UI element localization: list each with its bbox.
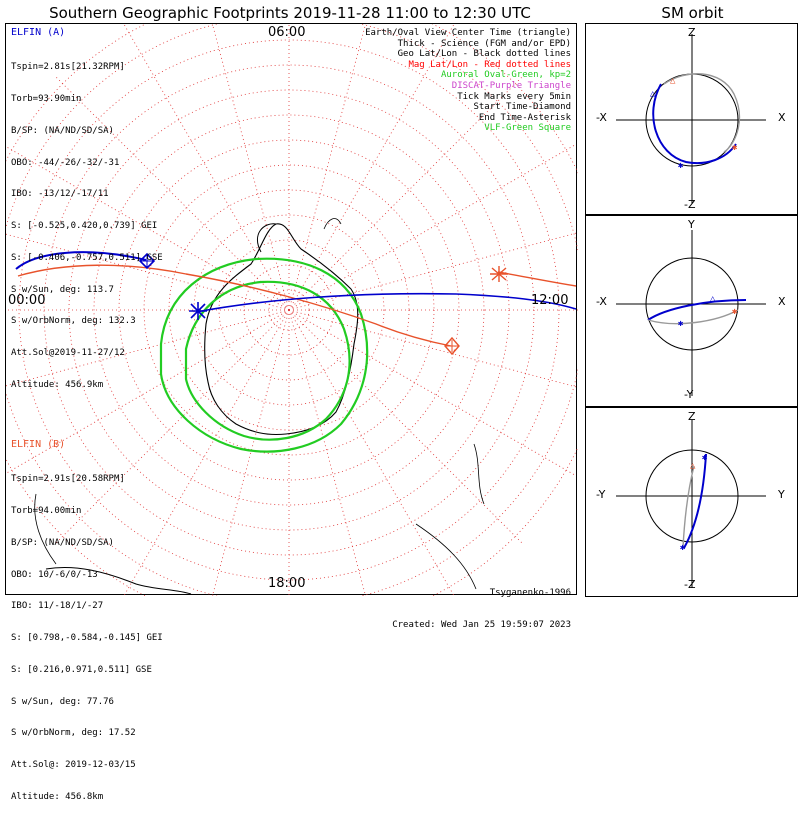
- axis-label-bottom: -Y: [684, 388, 694, 401]
- svg-text:△: △: [690, 461, 696, 471]
- elfin-a-start-diamond: [138, 252, 156, 270]
- map-canvas: [6, 24, 578, 596]
- legend-item: Start Time-Diamond: [473, 102, 571, 113]
- legend-item: VLF-Green Square: [484, 123, 571, 134]
- elfin-b-line: S: [0.798,-0.584,-0.145] GEI: [11, 633, 163, 644]
- axis-label-right: X: [778, 295, 786, 308]
- mlt-label-top: 06:00: [268, 25, 306, 40]
- svg-text:✱: ✱: [680, 543, 686, 553]
- svg-text:✱: ✱: [678, 319, 684, 329]
- sm-panel-yz-canvas: △ ✱ ✱: [616, 420, 766, 588]
- elfin-a-line: S: [-0.406,-0.757,0.511] GSE: [11, 252, 163, 263]
- legend-item: Tick Marks every 5min: [457, 91, 571, 102]
- elfin-b-line: IBO: 11/-18/1/-27: [11, 601, 104, 612]
- antarctica-coastline: [34, 218, 485, 595]
- axis-label-right: X: [778, 111, 786, 124]
- elfin-a-line: Altitude: 456.9km: [11, 380, 104, 390]
- svg-text:✱: ✱: [702, 453, 708, 463]
- axis-label-right: Y: [778, 488, 785, 501]
- axis-label-top: Y: [688, 218, 695, 231]
- elfin-b-line: S: [0.216,0.971,0.511] GSE: [11, 664, 152, 675]
- model-credit: Tsyganenko-1996 Created: Wed Jan 25 19:5…: [392, 567, 571, 652]
- elfin-b-line: Altitude: 456.8km: [11, 792, 104, 802]
- svg-text:△: △: [710, 294, 716, 304]
- sm-panel-xy: △ ✱ ✱ Y -Y -X X: [585, 215, 798, 407]
- sm-orbit-title: SM orbit: [661, 4, 724, 22]
- sm-panel-xz: △ △ ✱ ✱ Z -Z -X X: [585, 23, 798, 215]
- elfin-a-line: OBO: -44/-26/-32/-31: [11, 157, 120, 168]
- elfin-b-line: OBO: 10/-6/0/-13: [11, 569, 98, 580]
- model-name: Tsyganenko-1996: [489, 588, 571, 599]
- created-timestamp: Created: Wed Jan 25 19:59:07 2023: [392, 619, 571, 630]
- legend-item: Geo Lat/Lon - Black dotted lines: [397, 49, 571, 60]
- svg-text:✱: ✱: [678, 161, 684, 171]
- map-legend: Earth/Oval View Center Time (triangle) Th…: [365, 28, 571, 134]
- axis-label-left: -X: [596, 295, 607, 308]
- legend-item: Auroral Oval-Green, kp=2: [440, 70, 571, 81]
- axis-label-left: -X: [596, 111, 607, 124]
- legend-item: Mag Lat/Lon - Red dotted lines: [408, 59, 571, 70]
- elfin-b-start-diamond: [444, 336, 460, 356]
- elfin-b-track: [17, 264, 577, 356]
- elfin-b-line: B/SP: (NA/ND/SD/SA): [11, 537, 114, 548]
- elfin-a-line: Tspin=2.81s[21.32RPM]: [11, 62, 125, 73]
- sm-panel-yz: △ ✱ ✱ Z -Z -Y Y: [585, 407, 798, 597]
- polar-footprint-map: ELFIN (A) Tspin=2.81s[21.32RPM] Torb=93.…: [5, 23, 578, 802]
- elfin-b-line: S w/OrbNorm, deg: 17.52: [11, 728, 136, 739]
- mag-lon-grid: [6, 24, 578, 596]
- svg-text:✱: ✱: [732, 143, 738, 153]
- elfin-b-line: Tspin=2.91s[20.58RPM]: [11, 474, 125, 485]
- mlt-label-left: 00:00: [8, 293, 46, 308]
- legend-item: End Time-Asterisk: [478, 112, 571, 123]
- legend-item: Thick - Science (FGM and/or EPD): [397, 38, 571, 49]
- auroral-oval: [159, 257, 369, 453]
- elfin-b-end-asterisk: [490, 266, 508, 282]
- mlt-label-bottom: 18:00: [268, 576, 306, 591]
- elfin-a-line: Torb=93.90min: [11, 93, 82, 104]
- elfin-a-line: S: [-0.525,0.420,0.739] GEI: [11, 221, 158, 232]
- axis-label-bottom: -Z: [684, 198, 696, 211]
- svg-text:△: △: [650, 89, 656, 99]
- mlt-label-right: 12:00: [531, 293, 569, 308]
- elfin-a-line: S w/Sun, deg: 113.7: [11, 284, 114, 295]
- svg-text:✱: ✱: [732, 307, 738, 317]
- elfin-a-info: Tspin=2.81s[21.32RPM] Torb=93.90min B/SP…: [11, 41, 163, 412]
- axis-label-bottom: -Z: [684, 578, 696, 591]
- elfin-a-track: [15, 251, 577, 320]
- elfin-b-title: ELFIN (B): [11, 439, 66, 450]
- axis-label-left: -Y: [596, 488, 606, 501]
- sm-panel-xy-canvas: △ ✱ ✱: [616, 230, 766, 396]
- legend-item: Earth/Oval View Center Time (triangle): [365, 28, 571, 38]
- elfin-a-line: S w/OrbNorm, deg: 132.3: [11, 316, 136, 327]
- elfin-a-line: IBO: -13/12/-17/11: [11, 189, 109, 200]
- axis-label-top: Z: [688, 26, 696, 39]
- elfin-a-line: Att.Sol@2019-11-27/12: [11, 348, 125, 359]
- elfin-a-end-asterisk: [189, 302, 207, 320]
- elfin-a-line: B/SP: (NA/ND/SD/SA): [11, 125, 114, 136]
- sm-panel-xz-canvas: △ △ ✱ ✱: [616, 34, 766, 204]
- axis-label-top: Z: [688, 410, 696, 423]
- svg-text:△: △: [670, 76, 676, 86]
- elfin-b-line: S w/Sun, deg: 77.76: [11, 696, 114, 707]
- elfin-b-info: Tspin=2.91s[20.58RPM] Torb=94.00min B/SP…: [11, 453, 163, 824]
- elfin-b-line: Att.Sol@: 2019-12-03/15: [11, 760, 136, 771]
- elfin-a-title: ELFIN (A): [11, 27, 66, 38]
- page-title: Southern Geographic Footprints 2019-11-2…: [49, 4, 531, 22]
- legend-item: DISCAT-Purple Triangle: [451, 80, 571, 91]
- elfin-b-line: Torb=94.00min: [11, 505, 82, 516]
